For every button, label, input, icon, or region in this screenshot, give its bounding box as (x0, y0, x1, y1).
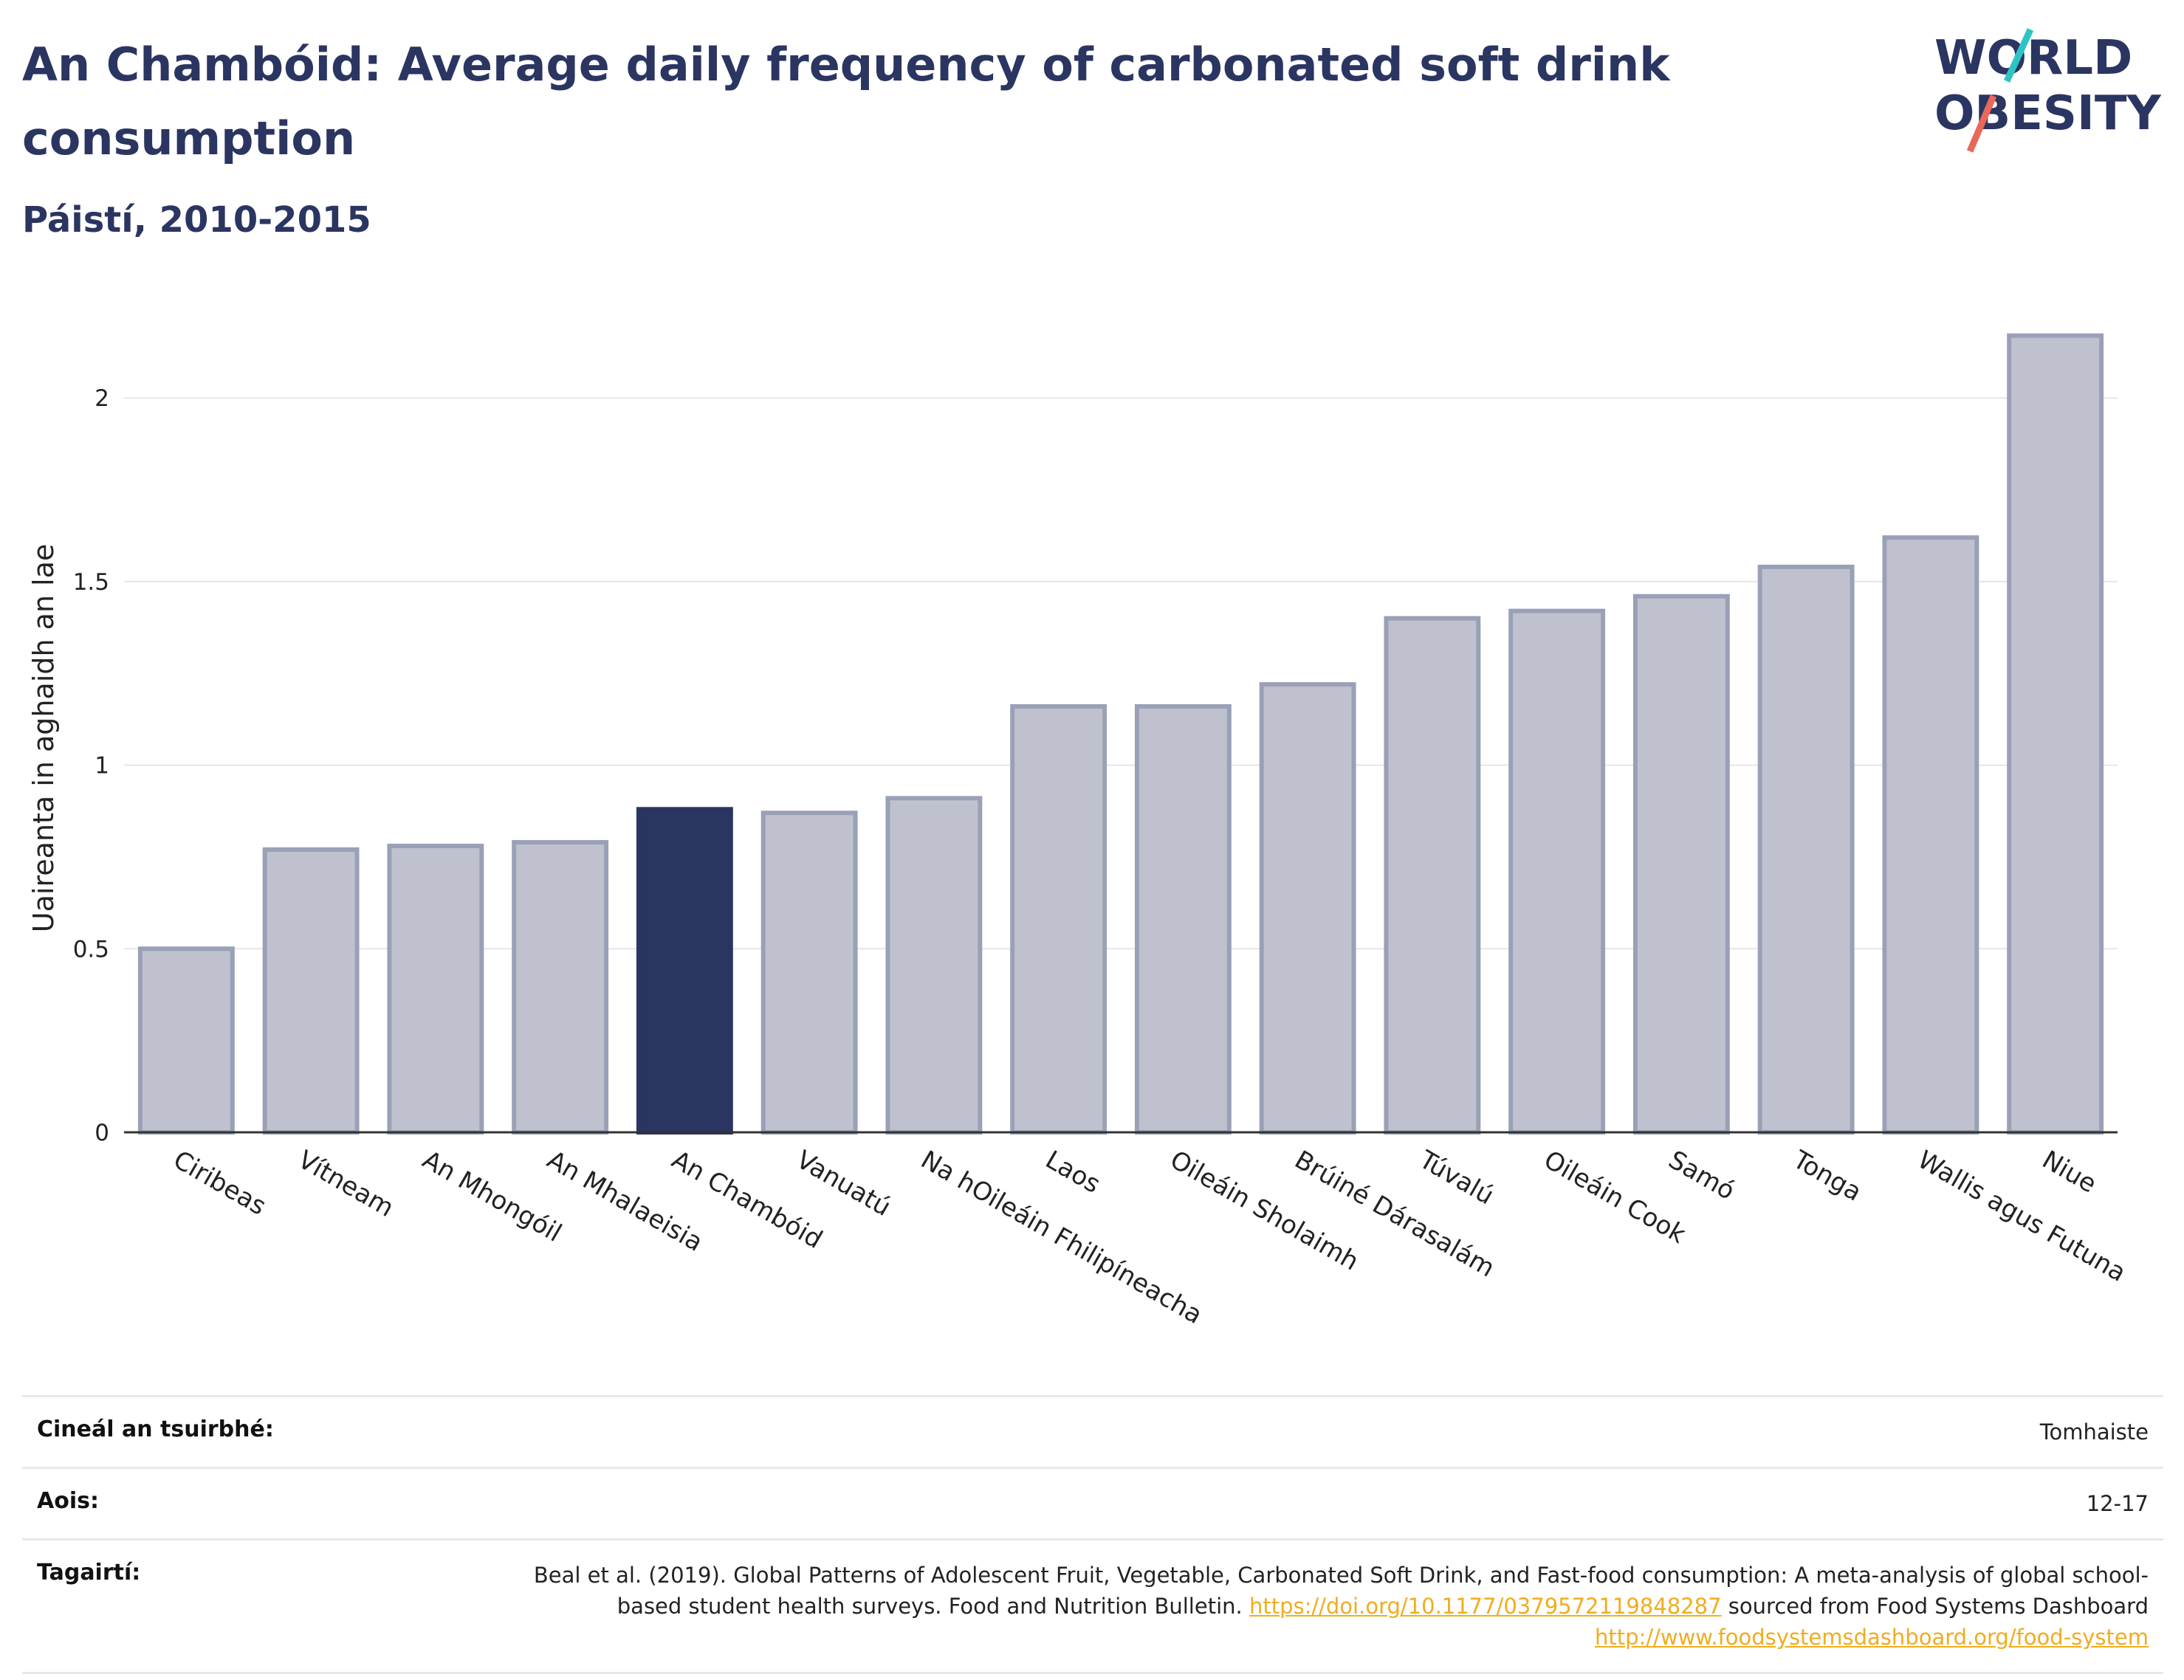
meta-value: Tomhaiste (2039, 1419, 2149, 1445)
meta-value: 12-17 (2086, 1491, 2149, 1516)
bar (2007, 333, 2104, 1135)
meta-row-survey-type: Cineál an tsuirbhé: Tomhaiste (22, 1396, 2163, 1468)
bar (1259, 682, 1356, 1135)
y-tick-label: 1.5 (73, 569, 109, 596)
bar (137, 946, 235, 1135)
x-tick-label: Niue (2037, 1145, 2101, 1199)
logo-slash-coral (1966, 94, 1997, 153)
x-tick-label: An Mhongóil (417, 1145, 566, 1248)
bar (1134, 704, 1232, 1135)
world-obesity-logo: WORLD OBESITY (1934, 28, 2161, 153)
meta-row-references: Tagairtí: Beal et al. (2019). Global Pat… (22, 1539, 2163, 1673)
chart-subtitle: Páistí, 2010-2015 (22, 199, 371, 241)
bar (760, 810, 858, 1135)
bar (512, 840, 609, 1135)
x-tick-label: Samó (1663, 1145, 1740, 1206)
bar (1882, 535, 1979, 1135)
dashboard-link[interactable]: http://www.foodsystemsdashboard.org/food… (1595, 1625, 2149, 1650)
bar (1757, 565, 1855, 1135)
chart-title: An Chambóid: Average daily frequency of … (22, 38, 1670, 165)
bar (1508, 608, 1606, 1135)
reference-source: sourced from Food Systems Dashboard (1728, 1594, 2149, 1619)
logo-line2: OBESITY (1934, 86, 2161, 141)
y-axis-title: Uaireanta in aghaidh an lae (27, 544, 60, 932)
meta-row-age: Aois: 12-17 (22, 1467, 2163, 1540)
bar (1010, 704, 1108, 1135)
logo-slash-teal (2003, 28, 2034, 83)
y-tick-label: 0 (95, 1120, 109, 1146)
x-tick-label: Brúiné Dárasalám (1290, 1145, 1500, 1283)
bar (885, 796, 983, 1135)
x-tick-label: Vanuatú (791, 1145, 896, 1222)
x-tick-label: Túvalú (1414, 1145, 1499, 1211)
meta-key: Tagairtí: (37, 1560, 141, 1586)
metadata-table: Cineál an tsuirbhé: Tomhaiste Aois: 12-1… (22, 1395, 2163, 1674)
x-tick-label: Laos (1040, 1145, 1105, 1199)
bars (137, 333, 2104, 1135)
bar-highlight (636, 807, 733, 1135)
logo-line1: WORLD (1934, 31, 2132, 86)
x-tick-label: Vítneam (293, 1145, 399, 1223)
bar (262, 847, 360, 1135)
x-tick-label: Tonga (1788, 1145, 1867, 1208)
meta-key: Cineál an tsuirbhé: (37, 1416, 274, 1442)
x-tick-label: Oileáin Cook (1539, 1145, 1691, 1250)
x-tick-label: Wallis agus Futuna (1912, 1145, 2131, 1288)
bar (387, 844, 484, 1135)
bar (1384, 616, 1481, 1135)
y-tick-label: 1 (95, 753, 109, 779)
reference-text: Beal et al. (2019). Global Patterns of A… (533, 1563, 2149, 1619)
y-tick-label: 0.5 (73, 936, 109, 963)
y-tick-label: 2 (95, 385, 109, 412)
x-tick-label: Ciribeas (168, 1145, 271, 1221)
meta-value: Beal et al. (2019). Global Patterns of A… (495, 1540, 2163, 1673)
doi-link[interactable]: https://doi.org/10.1177/0379572119848287 (1249, 1594, 1722, 1619)
bar (1632, 593, 1730, 1135)
meta-key: Aois: (37, 1488, 99, 1514)
